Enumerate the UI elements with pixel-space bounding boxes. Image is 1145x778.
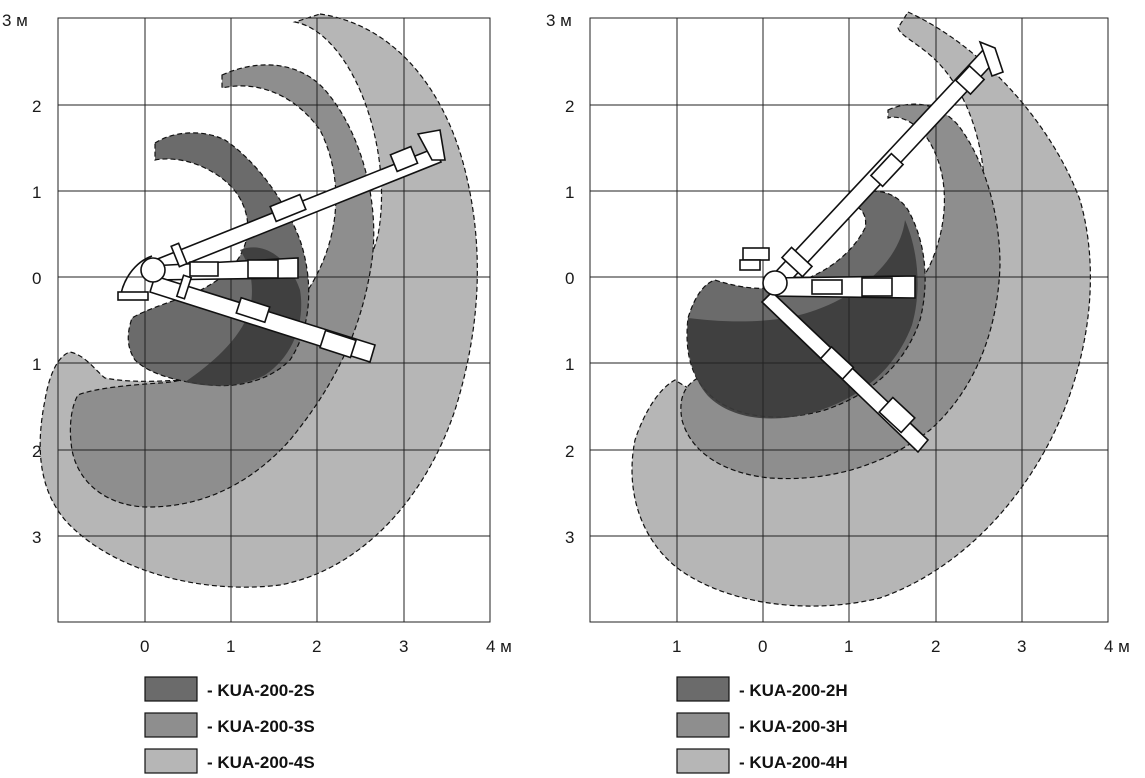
right-robot-arms [739,40,1005,454]
left-grid [57,17,491,623]
right-legend-label-2: - KUA-200-4H [739,753,848,772]
left-y-tick-5: 2 [32,442,41,461]
right-legend-label-0: - KUA-200-2H [739,681,848,700]
right-x-tick-2: 1 [844,637,853,656]
right-legend-swatch-2 [676,748,730,774]
left-legend: - KUA-200-2S - KUA-200-3S - KUA-200-4S [144,676,315,774]
left-x-ticks: 0 1 2 3 4 м [140,637,512,656]
left-robot-arms [117,129,446,364]
right-x-tick-3: 2 [931,637,940,656]
right-y-tick-5: 2 [565,442,574,461]
right-panel: 3 м 2 1 0 1 2 3 1 0 1 2 3 4 м - KUA-200-… [546,11,1130,774]
right-x-tick-4: 3 [1017,637,1026,656]
right-y-ticks: 3 м 2 1 0 1 2 3 [546,11,574,547]
left-legend-swatch-1 [144,712,198,738]
left-y-ticks: 3 м 2 1 0 1 2 3 [2,11,41,547]
left-y-tick-2: 1 [32,183,41,202]
left-x-tick-1: 1 [226,637,235,656]
left-x-tick-4: 4 м [486,637,512,656]
right-x-tick-5: 4 м [1104,637,1130,656]
right-legend-swatch-1 [676,712,730,738]
left-y-tick-0: 3 м [2,11,28,30]
left-legend-label-2: - KUA-200-4S [207,753,315,772]
right-y-tick-4: 1 [565,355,574,374]
left-legend-swatch-0 [144,676,198,702]
right-legend-swatch-0 [676,676,730,702]
left-legend-label-1: - KUA-200-3S [207,717,315,736]
right-legend: - KUA-200-2H - KUA-200-3H - KUA-200-4H [676,676,848,774]
right-y-tick-0: 3 м [546,11,572,30]
right-zone-overlap [687,220,918,419]
left-x-tick-3: 3 [399,637,408,656]
left-zone-overlap [185,247,302,386]
left-panel: 3 м 2 1 0 1 2 3 0 1 2 3 4 м - KUA-200-2S… [2,11,512,774]
left-x-tick-2: 2 [312,637,321,656]
right-x-tick-0: 1 [672,637,681,656]
right-y-tick-2: 1 [565,183,574,202]
left-y-tick-6: 3 [32,528,41,547]
right-legend-label-1: - KUA-200-3H [739,717,848,736]
left-legend-label-0: - KUA-200-2S [207,681,315,700]
left-y-tick-1: 2 [32,97,41,116]
right-x-tick-1: 0 [758,637,767,656]
right-y-tick-1: 2 [565,97,574,116]
left-y-tick-3: 0 [32,269,41,288]
right-y-tick-3: 0 [565,269,574,288]
left-x-tick-0: 0 [140,637,149,656]
left-y-tick-4: 1 [32,355,41,374]
left-zone-3s [69,64,375,508]
right-y-tick-6: 3 [565,528,574,547]
right-x-ticks: 1 0 1 2 3 4 м [672,637,1130,656]
left-legend-swatch-2 [144,748,198,774]
